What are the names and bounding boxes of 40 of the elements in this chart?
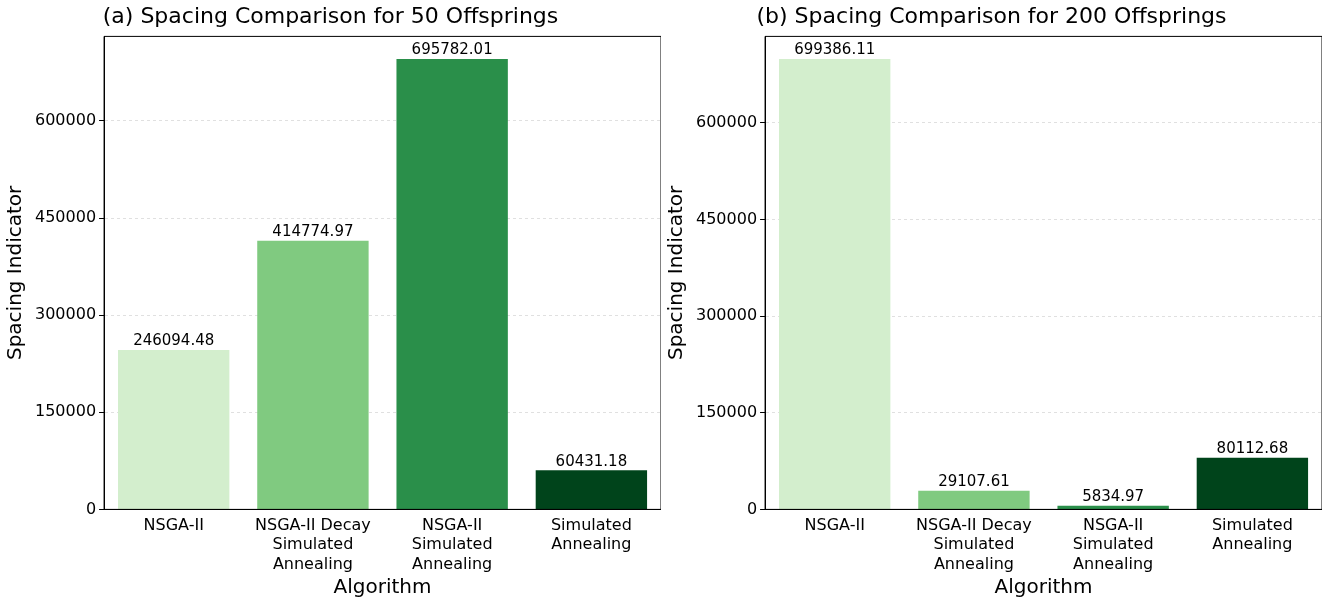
x-tick-label: NSGA-II Simulated Annealing bbox=[1072, 515, 1154, 573]
data-label: 246094.48 bbox=[133, 331, 215, 350]
chart-title: (a) Spacing Comparison for 50 Offsprings bbox=[102, 2, 559, 28]
x-tick-label: NSGA-II Decay Simulated Annealing bbox=[916, 515, 1032, 573]
bar bbox=[257, 240, 369, 509]
x-axis-title: Algorithm bbox=[994, 574, 1093, 599]
chart-title: (b) Spacing Comparison for 200 Offsprings bbox=[756, 2, 1227, 28]
data-label: 699386.11 bbox=[794, 40, 876, 59]
y-tick-label: 600000 bbox=[696, 112, 758, 132]
bar bbox=[918, 490, 1030, 509]
x-tick-label: NSGA-II bbox=[143, 515, 204, 535]
y-tick-label: 150000 bbox=[35, 401, 97, 421]
data-label: 414774.97 bbox=[272, 222, 354, 241]
x-tick-label: NSGA-II Simulated Annealing bbox=[411, 515, 493, 573]
x-axis-title: Algorithm bbox=[333, 574, 432, 599]
y-tick-label: 600000 bbox=[35, 110, 97, 130]
y-tick-label: 450000 bbox=[35, 207, 97, 227]
y-tick-label: 300000 bbox=[35, 304, 97, 324]
bar bbox=[1057, 505, 1169, 509]
bar bbox=[118, 350, 230, 509]
bar bbox=[779, 58, 891, 509]
data-label: 80112.68 bbox=[1216, 439, 1289, 458]
y-tick-label: 300000 bbox=[696, 305, 758, 325]
x-tick-label: NSGA-II bbox=[804, 515, 865, 535]
y-axis-title: Spacing Indicator bbox=[663, 184, 688, 361]
data-label: 29107.61 bbox=[938, 472, 1010, 491]
x-tick-label: NSGA-II Decay Simulated Annealing bbox=[255, 515, 371, 573]
x-tick-label: Simulated Annealing bbox=[550, 515, 632, 554]
bar bbox=[1196, 457, 1309, 509]
data-label: 5834.97 bbox=[1082, 487, 1145, 506]
x-tick-label: Simulated Annealing bbox=[1211, 515, 1293, 554]
y-axis-title: Spacing Indicator bbox=[2, 184, 27, 361]
data-label: 695782.01 bbox=[411, 40, 493, 59]
bar bbox=[535, 470, 648, 509]
y-tick-label: 0 bbox=[85, 498, 97, 518]
y-tick-label: 450000 bbox=[696, 208, 758, 228]
bar bbox=[396, 58, 508, 509]
y-tick-label: 0 bbox=[746, 498, 758, 518]
y-tick-label: 150000 bbox=[696, 401, 758, 421]
data-label: 60431.18 bbox=[555, 451, 628, 470]
